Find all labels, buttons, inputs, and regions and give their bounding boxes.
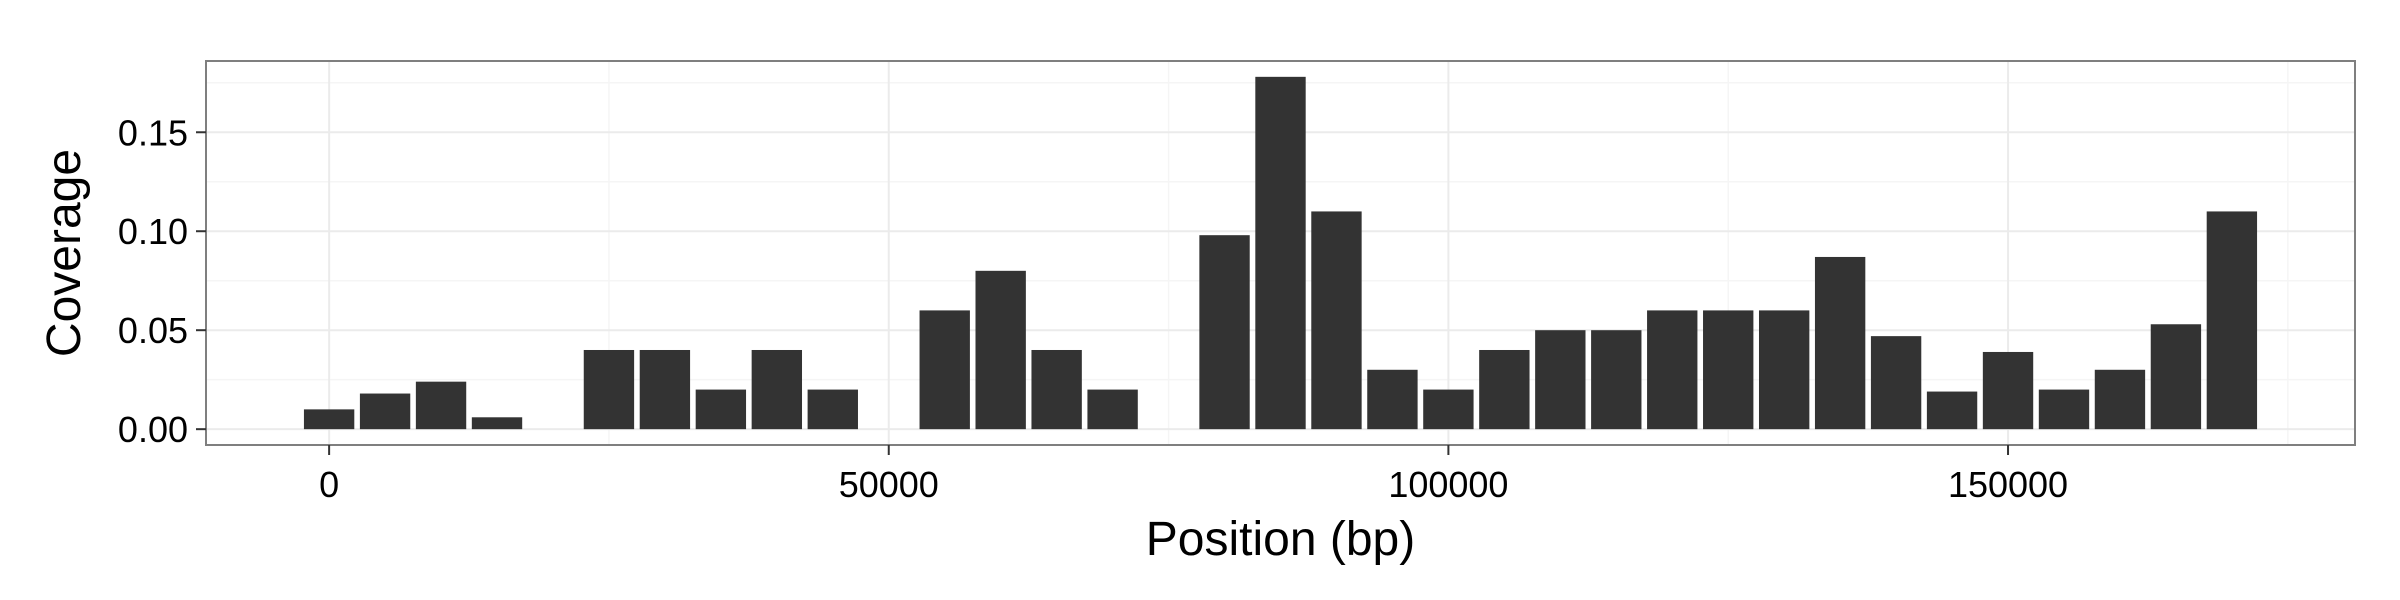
bar [1367, 369, 1418, 430]
bar [975, 270, 1026, 430]
bar [1311, 211, 1362, 430]
bar [1199, 235, 1250, 430]
bar [583, 349, 635, 430]
bar [1758, 310, 1810, 430]
x-axis-ticks: 0 50000 100000 150000 [319, 445, 2068, 505]
bar [1982, 351, 2034, 430]
bar [751, 349, 803, 430]
bar [2038, 389, 2090, 430]
bar [1423, 389, 1474, 430]
bar [1926, 391, 1978, 430]
bar [1031, 349, 1082, 430]
y-tick-label: 0.15 [118, 112, 188, 153]
y-tick-label: 0.10 [118, 211, 188, 252]
bar [359, 393, 411, 430]
x-axis-title: Position (bp) [1146, 513, 1415, 566]
x-tick-label: 150000 [1948, 464, 2068, 505]
bar [1814, 256, 1866, 430]
bar [695, 389, 747, 430]
y-axis-title: Coverage [38, 149, 91, 357]
bar [471, 417, 523, 430]
y-tick-label: 0.00 [118, 409, 188, 450]
x-tick-label: 50000 [839, 464, 939, 505]
bar [303, 409, 355, 430]
bar [1591, 330, 1642, 430]
bar [2094, 369, 2146, 430]
bar [2150, 324, 2202, 430]
bar [639, 349, 691, 430]
y-axis-ticks: 0.00 0.05 0.10 0.15 [118, 112, 206, 450]
bar [1870, 336, 1922, 430]
bar [807, 389, 858, 430]
plot-panel-border [205, 60, 2356, 446]
bar [2206, 211, 2258, 430]
bar [1703, 310, 1754, 430]
bar [1647, 310, 1698, 430]
bar [1479, 349, 1530, 430]
y-tick-label: 0.05 [118, 310, 188, 351]
bar [919, 310, 970, 430]
bar [1535, 330, 1586, 430]
bar [1087, 389, 1138, 430]
bar [415, 381, 467, 430]
x-tick-label: 0 [319, 464, 339, 505]
bars [303, 76, 2258, 430]
x-tick-label: 100000 [1388, 464, 1508, 505]
bar [1255, 76, 1306, 430]
